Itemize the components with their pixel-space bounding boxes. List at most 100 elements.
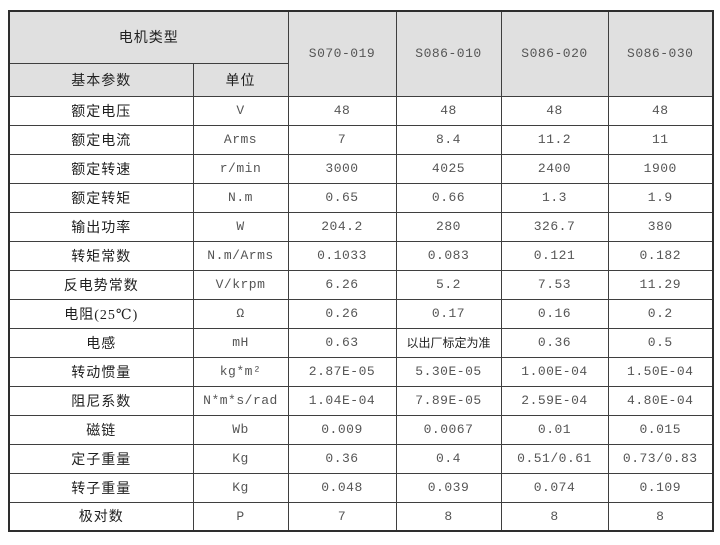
unit-cell: N*m*s/rad [192, 385, 289, 416]
table-row: 输出功率 W 204.2 280 326.7 380 [8, 211, 714, 242]
value-cell: 0.17 [395, 298, 502, 329]
value-cell: 204.2 [287, 211, 397, 242]
model-header-cell: S086-030 [607, 10, 714, 97]
header-row-basic-param: 基本参数 单位 [8, 62, 713, 97]
value-cell: 0.074 [500, 472, 609, 503]
table-row: 额定转速 r/min 3000 4025 2400 1900 [8, 153, 714, 184]
value-cell: 1.3 [500, 182, 609, 213]
value-cell: 以出厂标定为准 [395, 327, 502, 358]
value-cell: 48 [395, 95, 502, 126]
param-label-cell: 电感 [8, 327, 194, 358]
header-row-motor-type: 电机类型 S070-019 S086-010 S086-020 S086-030 [8, 10, 714, 97]
value-cell: 0.16 [500, 298, 609, 329]
value-cell: 1.04E-04 [287, 385, 397, 416]
spec-table-body: 额定电压 V 48 48 48 48 额定电流 Arms 7 8.4 11.2 11 额定转速 r/min… [8, 95, 714, 532]
param-label-cell: 阻尼系数 [8, 385, 194, 416]
value-cell: 1.50E-04 [607, 356, 714, 387]
param-label-cell: 额定电流 [8, 124, 194, 155]
value-cell: 1.00E-04 [500, 356, 609, 387]
param-label-cell: 定子重量 [8, 443, 194, 474]
value-cell: 280 [395, 211, 502, 242]
value-cell: 0.66 [395, 182, 502, 213]
param-label-cell: 极对数 [8, 501, 194, 532]
value-cell: 48 [607, 95, 714, 126]
unit-cell: mH [192, 327, 289, 358]
value-cell: 3000 [287, 153, 397, 184]
value-cell: 0.4 [395, 443, 502, 474]
value-cell: 0.1033 [287, 240, 397, 271]
unit-cell: Wb [192, 414, 289, 445]
table-row: 转动惯量 kg*m² 2.87E-05 5.30E-05 1.00E-04 1.50E-0… [8, 356, 714, 387]
value-cell: 8 [607, 501, 714, 532]
table-row: 转矩常数 N.m/Arms 0.1033 0.083 0.121 0.182 [8, 240, 714, 271]
param-label-cell: 电阻(25℃) [8, 298, 194, 329]
value-cell: 0.2 [607, 298, 714, 329]
param-label-cell: 转矩常数 [8, 240, 194, 271]
value-cell: 0.36 [287, 443, 397, 474]
value-cell: 5.30E-05 [395, 356, 502, 387]
value-cell: 0.048 [287, 472, 397, 503]
value-cell: 0.36 [500, 327, 609, 358]
value-cell: 0.5 [607, 327, 714, 358]
value-cell: 2400 [500, 153, 609, 184]
value-cell: 8 [395, 501, 502, 532]
motor-spec-table: 电机类型 S070-019 S086-010 S086-020 S086-030 基本… [8, 10, 714, 532]
unit-cell: W [192, 211, 289, 242]
motor-type-header-cell: 电机类型 [8, 10, 289, 64]
param-label-cell: 转动惯量 [8, 356, 194, 387]
value-cell: 11 [607, 124, 714, 155]
model-header-cell: S086-010 [395, 10, 502, 97]
unit-header-cell: 单位 [192, 62, 289, 97]
param-label-cell: 输出功率 [8, 211, 194, 242]
value-cell: 0.121 [500, 240, 609, 271]
basic-param-header-cell: 基本参数 [8, 62, 194, 97]
unit-cell: r/min [192, 153, 289, 184]
table-row: 额定转矩 N.m 0.65 0.66 1.3 1.9 [8, 182, 714, 213]
unit-cell: kg*m² [192, 356, 289, 387]
value-cell: 6.26 [287, 269, 397, 300]
value-cell: 0.182 [607, 240, 714, 271]
value-cell: 4.80E-04 [607, 385, 714, 416]
unit-cell: Kg [192, 472, 289, 503]
value-cell: 48 [500, 95, 609, 126]
table-row: 转子重量 Kg 0.048 0.039 0.074 0.109 [8, 472, 714, 503]
unit-cell: P [192, 501, 289, 532]
value-cell: 11.29 [607, 269, 714, 300]
value-cell: 0.015 [607, 414, 714, 445]
table-row: 定子重量 Kg 0.36 0.4 0.51/0.61 0.73/0.83 [8, 443, 714, 474]
value-cell: 7 [287, 124, 397, 155]
table-row: 阻尼系数 N*m*s/rad 1.04E-04 7.89E-05 2.59E-04 4.8… [8, 385, 714, 416]
value-cell: 8.4 [395, 124, 502, 155]
value-cell: 326.7 [500, 211, 609, 242]
value-cell: 0.009 [287, 414, 397, 445]
value-cell: 48 [287, 95, 397, 126]
param-label-cell: 额定转速 [8, 153, 194, 184]
value-cell: 0.0067 [395, 414, 502, 445]
param-label-cell: 额定电压 [8, 95, 194, 126]
value-cell: 0.63 [287, 327, 397, 358]
value-cell: 0.51/0.61 [500, 443, 609, 474]
unit-cell: N.m/Arms [192, 240, 289, 271]
value-cell: 7 [287, 501, 397, 532]
value-cell: 0.109 [607, 472, 714, 503]
model-header-cell: S086-020 [500, 10, 609, 97]
value-cell: 0.083 [395, 240, 502, 271]
table-row: 电阻(25℃) Ω 0.26 0.17 0.16 0.2 [8, 298, 714, 329]
value-cell: 0.01 [500, 414, 609, 445]
table-row: 反电势常数 V/krpm 6.26 5.2 7.53 11.29 [8, 269, 714, 300]
unit-cell: Kg [192, 443, 289, 474]
value-cell: 0.65 [287, 182, 397, 213]
value-cell: 1900 [607, 153, 714, 184]
value-cell: 11.2 [500, 124, 609, 155]
param-label-cell: 反电势常数 [8, 269, 194, 300]
value-cell: 4025 [395, 153, 502, 184]
value-cell: 8 [500, 501, 609, 532]
table-row: 额定电压 V 48 48 48 48 [8, 95, 714, 126]
table-row: 额定电流 Arms 7 8.4 11.2 11 [8, 124, 714, 155]
value-cell: 2.87E-05 [287, 356, 397, 387]
unit-cell: Arms [192, 124, 289, 155]
param-label-cell: 转子重量 [8, 472, 194, 503]
param-label-cell: 磁链 [8, 414, 194, 445]
table-row: 磁链 Wb 0.009 0.0067 0.01 0.015 [8, 414, 714, 445]
